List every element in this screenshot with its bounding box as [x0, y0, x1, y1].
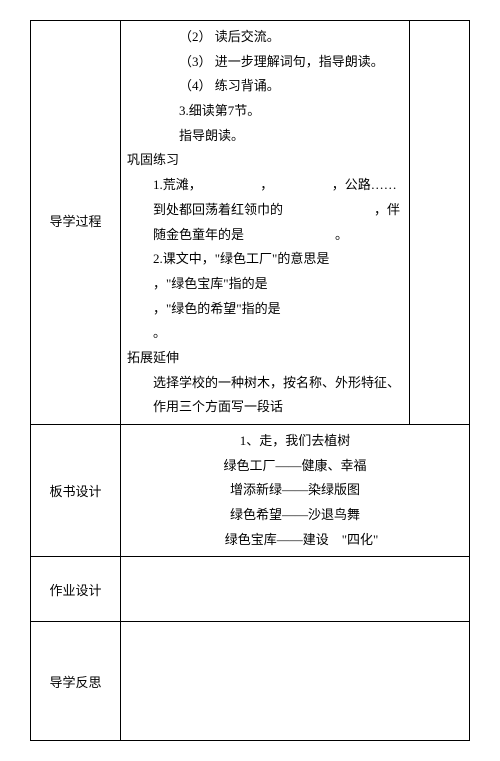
label-board-design-text: 板书设计: [49, 484, 101, 499]
section-title: 巩固练习: [127, 148, 403, 173]
content-homework-design: [121, 557, 470, 622]
line: 指导朗读。: [127, 124, 403, 149]
label-homework-design: 作业设计: [31, 557, 121, 622]
content-teaching-process: （2） 读后交流。 （3） 进一步理解词句，指导朗读。 （4） 练习背诵。 3.…: [121, 21, 410, 425]
line: 绿色希望——沙退鸟舞: [127, 503, 463, 528]
label-teaching-process: 导学过程: [31, 21, 121, 425]
label-reflection-text: 导学反思: [49, 675, 101, 690]
label-board-design: 板书设计: [31, 425, 121, 557]
line: （3） 进一步理解词句，指导朗读。: [127, 50, 403, 75]
content-board-design: 1、走，我们去植树 绿色工厂——健康、幸福 增添新绿——染绿版图 绿色希望——沙…: [121, 425, 470, 557]
section-title: 拓展延伸: [127, 346, 403, 371]
line: 增添新绿——染绿版图: [127, 478, 463, 503]
line: 3.细读第7节。: [127, 99, 403, 124]
row-reflection: 导学反思: [31, 622, 470, 741]
line: 1、走，我们去植树: [127, 429, 463, 454]
line: 选择学校的一种树木，按名称、外形特征、作用三个方面写一段话: [127, 371, 403, 420]
line: 绿色宝库——建设 "四化": [127, 528, 463, 553]
row-homework-design: 作业设计: [31, 557, 470, 622]
row-board-design: 板书设计 1、走，我们去植树 绿色工厂——健康、幸福 增添新绿——染绿版图 绿色…: [31, 425, 470, 557]
line: （4） 练习背诵。: [127, 74, 403, 99]
row-teaching-process: 导学过程 （2） 读后交流。 （3） 进一步理解词句，指导朗读。 （4） 练习背…: [31, 21, 470, 425]
label-reflection: 导学反思: [31, 622, 121, 741]
label-homework-design-text: 作业设计: [49, 583, 101, 598]
right-blank-cell: [410, 21, 470, 425]
line: 绿色工厂——健康、幸福: [127, 454, 463, 479]
lesson-plan-table: 导学过程 （2） 读后交流。 （3） 进一步理解词句，指导朗读。 （4） 练习背…: [30, 20, 470, 741]
line: 1.荒滩， ， ，公路……到处都回荡着红领巾的 ，伴随金色童年的是 。: [127, 173, 403, 247]
line: （2） 读后交流。: [127, 25, 403, 50]
line: 2.课文中，"绿色工厂"的意思是 ，"绿色宝库"指的是 ，"绿色的希望"指的是 …: [127, 247, 403, 346]
content-reflection: [121, 622, 470, 741]
label-teaching-process-text: 导学过程: [49, 214, 101, 229]
